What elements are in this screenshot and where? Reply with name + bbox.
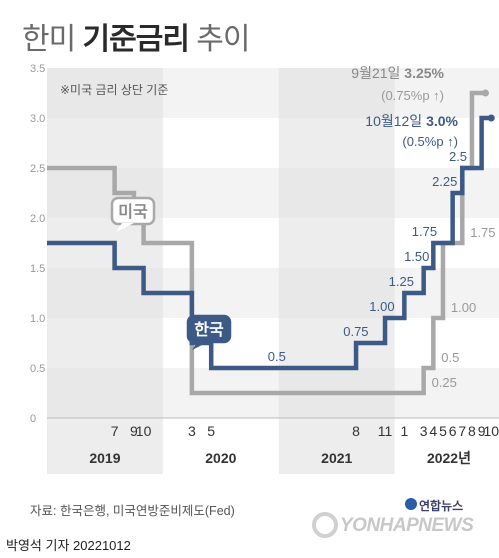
year-label: 2022년 <box>427 450 471 466</box>
year-shade <box>278 68 395 474</box>
data-label: 2.5 <box>449 149 467 164</box>
korea-series-label: 한국 <box>186 314 232 350</box>
us-callout-value: 9월21일 3.25% <box>351 65 444 81</box>
x-tick-label: 11 <box>378 423 393 439</box>
x-tick-label: 9 <box>130 423 138 439</box>
x-tick-label: 3 <box>420 423 428 439</box>
chart-note: ※미국 금리 상단 기준 <box>60 83 168 97</box>
x-tick-label: 1 <box>400 423 408 439</box>
x-tick-label: 5 <box>207 423 215 439</box>
data-label: 1.75 <box>470 225 495 240</box>
y-tick-label: 2.0 <box>30 213 45 225</box>
korea-callout-change: (0.5%p ↑) <box>402 134 458 149</box>
y-tick-label: 3.5 <box>30 63 45 75</box>
data-label: 1.50 <box>404 249 429 264</box>
korea-callout-value: 10월12일 3.0% <box>365 113 458 129</box>
brand-small-text: 연합뉴스 <box>419 499 464 513</box>
rate-chart: 00.51.01.52.02.53.03.5 7 910 3 5 8 11 1 3 4 5 6 7 8 9… <box>30 63 499 474</box>
year-label: 2020 <box>205 450 236 466</box>
series-end-dot <box>487 114 495 122</box>
korea-rate-line <box>47 115 492 371</box>
chart-title: 한미 기준금리 추이 <box>22 23 250 56</box>
y-tick-label: 3.0 <box>30 113 45 125</box>
brand-watermark: YONHAPNEWS <box>340 515 474 536</box>
reporter-credit: 박영석 기자 20221012 <box>6 538 131 553</box>
svg-text:한국: 한국 <box>194 320 224 339</box>
series-end-dot <box>481 89 489 97</box>
x-tick-label: 4 <box>429 423 437 439</box>
data-label: 2.25 <box>432 174 457 189</box>
y-tick-label: 1.5 <box>30 263 45 275</box>
year-label: 2021 <box>321 450 352 466</box>
data-label: 0.5 <box>441 350 459 365</box>
y-tick-label: 0 <box>30 413 36 425</box>
y-axis: 0 0.5 1.0 1.5 2.0 2.5 3.0 3.5 <box>30 63 499 425</box>
x-tick-label: 8 <box>352 423 360 439</box>
data-label: 1.25 <box>389 274 414 289</box>
x-tick-label: 7 <box>111 423 119 439</box>
data-label: 0.25 <box>432 375 457 390</box>
data-label: 1.00 <box>451 300 476 315</box>
us-callout-change: (0.75%p ↑) <box>381 88 444 103</box>
x-tick-label: 5 <box>439 423 447 439</box>
data-label: 1.75 <box>412 224 437 239</box>
x-tick-label: 3 <box>188 423 196 439</box>
data-labels: 0.250.51.001.750.50.751.001.251.501.752.… <box>268 149 496 390</box>
data-label: 0.5 <box>268 349 286 364</box>
x-tick-label: 8 <box>468 423 476 439</box>
source-note: 자료: 한국은행, 미국연방준비제도(Fed) <box>30 504 235 518</box>
x-tick-label: 6 <box>449 423 457 439</box>
us-series-label: 미국 <box>110 196 156 232</box>
x-tick-label: 10 <box>136 423 152 439</box>
y-tick-label: 2.5 <box>30 163 45 175</box>
svg-text:미국: 미국 <box>118 203 148 221</box>
x-tick-label: 10 <box>483 423 499 439</box>
yonhap-logo-icon <box>312 512 338 538</box>
yonhap-small-logo-icon <box>405 498 417 510</box>
year-label: 2019 <box>89 450 120 466</box>
y-tick-label: 1.0 <box>30 313 45 325</box>
y-tick-label: 0.5 <box>30 363 45 375</box>
x-tick-label: 7 <box>458 423 466 439</box>
x-tick-label: 9 <box>478 423 486 439</box>
data-label: 0.75 <box>343 324 368 339</box>
data-label: 1.00 <box>369 299 394 314</box>
